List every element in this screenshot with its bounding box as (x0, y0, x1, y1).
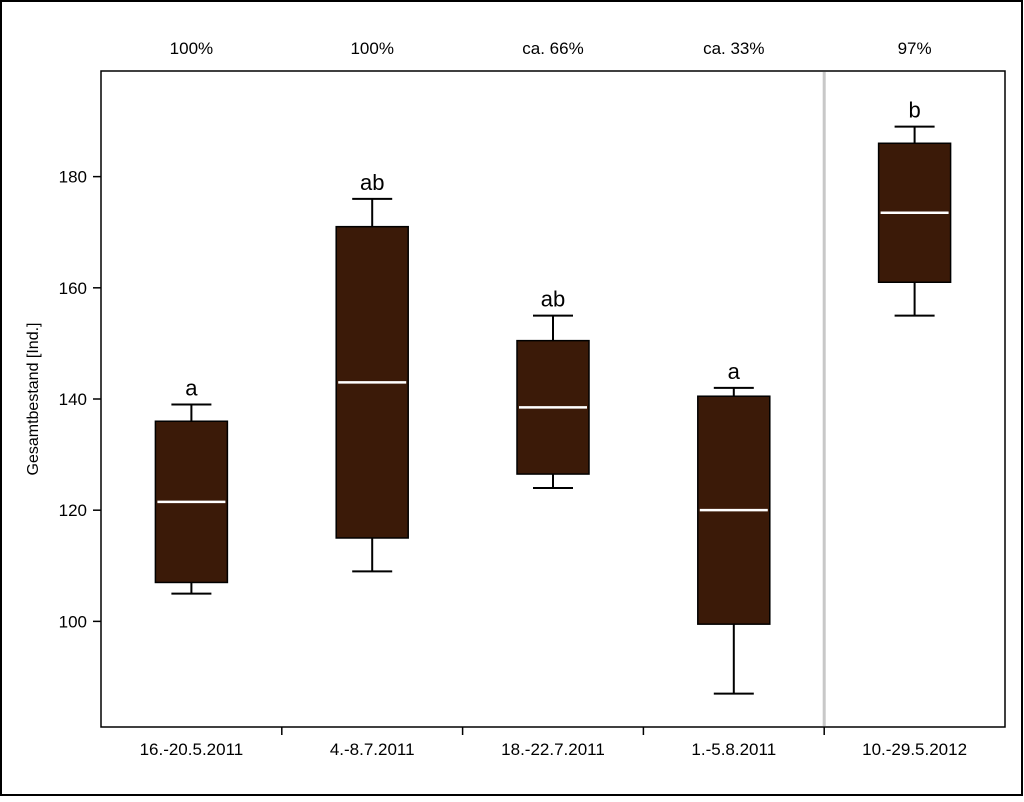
category-label-5: 10.-29.5.2012 (862, 740, 967, 759)
y-tick-label-140: 140 (59, 390, 87, 409)
top-label-4: ca. 33% (703, 39, 764, 58)
box-5 (877, 125, 952, 317)
top-label-5: 97% (898, 39, 932, 58)
y-tick-label-180: 180 (59, 168, 87, 187)
significance-label-5: b (908, 98, 920, 123)
box-1 (154, 403, 229, 595)
top-label-1: 100% (170, 39, 213, 58)
labels-layer: a100%16.-20.5.2011ab100%4.-8.7.2011abca.… (140, 39, 967, 759)
significance-label-2: ab (360, 170, 384, 195)
top-label-2: 100% (350, 39, 393, 58)
box-4 (697, 386, 771, 695)
significance-label-4: a (728, 359, 741, 384)
axis-layer: 100 120 140 160 180 (59, 168, 825, 735)
y-tick-label-120: 120 (59, 501, 87, 520)
top-label-3: ca. 66% (522, 39, 583, 58)
significance-label-1: a (185, 376, 198, 401)
box-3 (516, 314, 590, 489)
box-2 (335, 197, 409, 573)
category-label-3: 18.-22.7.2011 (501, 740, 605, 759)
category-label-1: 16.-20.5.2011 (140, 740, 244, 759)
category-label-4: 1.-5.8.2011 (691, 740, 776, 759)
y-axis-title: Gesamtbestand [Ind.] (25, 323, 42, 476)
significance-label-3: ab (541, 287, 565, 312)
y-tick-label-100: 100 (59, 612, 87, 631)
boxes-layer (154, 125, 952, 695)
category-label-2: 4.-8.7.2011 (330, 740, 415, 759)
y-tick-label-160: 160 (59, 279, 87, 298)
